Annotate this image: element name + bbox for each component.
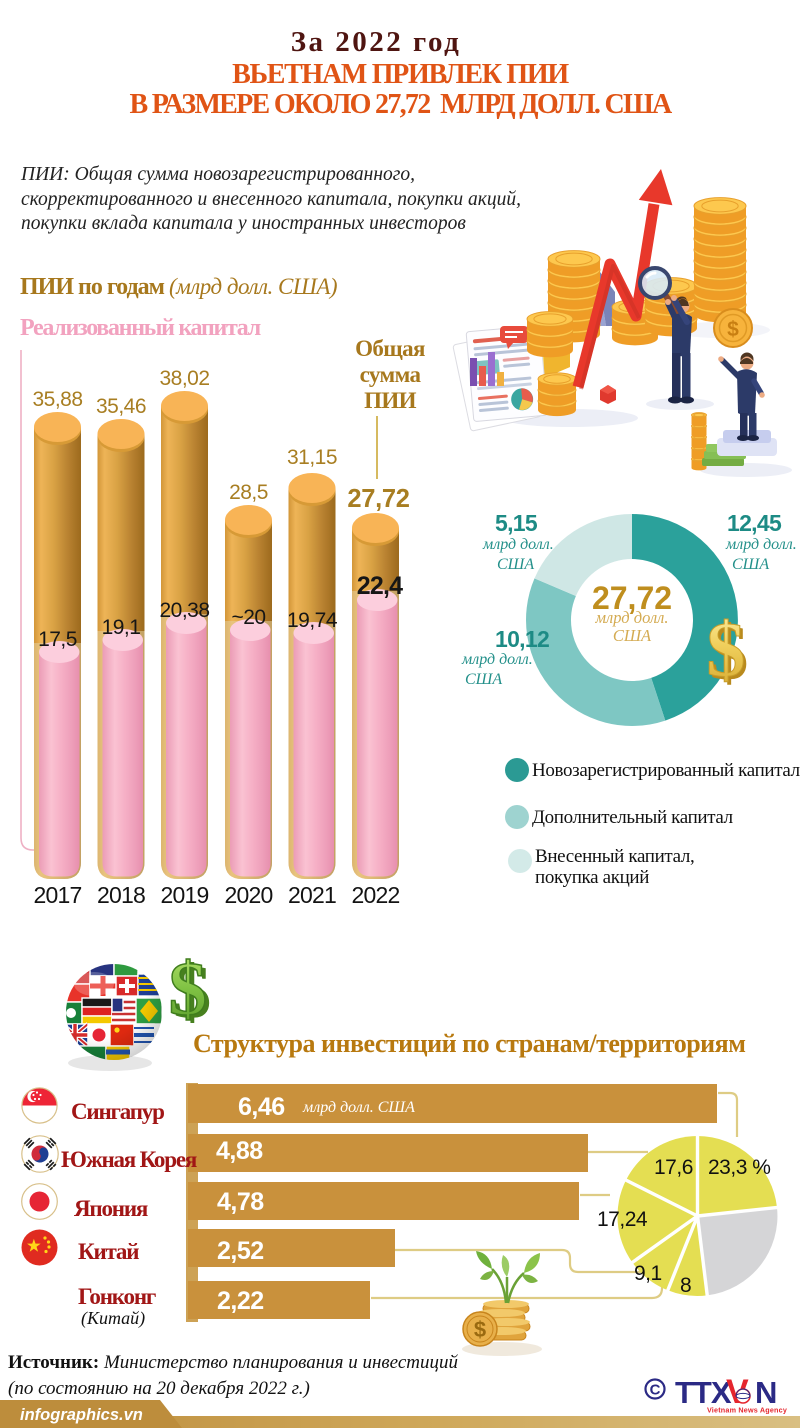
svg-text:$: $ [173, 950, 211, 1034]
svg-text:infographics.vn: infographics.vn [20, 1406, 143, 1424]
svg-text:22,4: 22,4 [357, 572, 403, 600]
svg-text:27,72: 27,72 [347, 485, 409, 513]
svg-text:$: $ [707, 606, 746, 693]
svg-text:Vietnam News Agency: Vietnam News Agency [707, 1406, 787, 1415]
svg-text:$: $ [169, 948, 207, 1031]
svg-text:$: $ [727, 318, 739, 341]
svg-text:31,15: 31,15 [287, 446, 337, 469]
svg-text:19,1: 19,1 [102, 616, 141, 639]
svg-text:2019: 2019 [161, 882, 209, 908]
svg-text:35,46: 35,46 [96, 395, 146, 418]
svg-text:35,88: 35,88 [32, 388, 82, 411]
svg-text:N: N [755, 1375, 777, 1410]
svg-text:2017: 2017 [34, 882, 82, 908]
svg-text:28,5: 28,5 [229, 481, 268, 504]
svg-text:38,02: 38,02 [159, 367, 209, 390]
svg-text:TTX: TTX [675, 1375, 732, 1410]
svg-text:C: C [650, 1382, 661, 1399]
svg-text:19,74: 19,74 [287, 609, 338, 632]
svg-text:2020: 2020 [225, 882, 273, 908]
svg-text:$: $ [710, 609, 749, 696]
svg-text:2022: 2022 [352, 882, 400, 908]
svg-text:2021: 2021 [288, 882, 336, 908]
svg-text:~20: ~20 [231, 606, 265, 629]
svg-text:$: $ [474, 1317, 486, 1342]
svg-text:17,5: 17,5 [38, 628, 77, 651]
svg-text:2018: 2018 [97, 882, 145, 908]
svg-text:20,38: 20,38 [159, 599, 209, 622]
